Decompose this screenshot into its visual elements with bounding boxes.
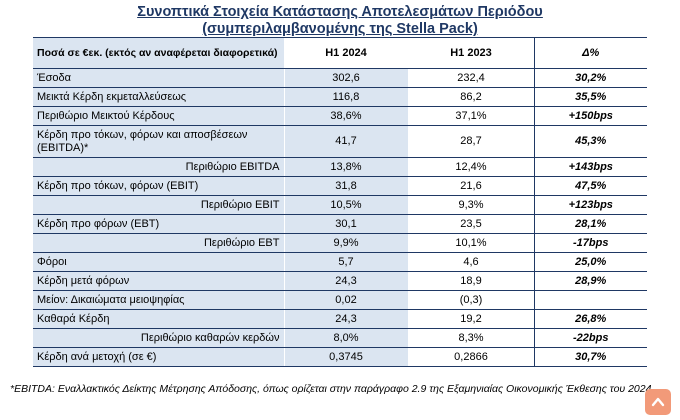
- value-h1-2023: 23,5: [407, 214, 534, 234]
- value-h1-2023: 28,7: [407, 125, 534, 158]
- table-title-line1: Συνοπτικά Στοιχεία Κατάστασης Αποτελεσμά…: [137, 4, 543, 20]
- header-h1-2024: H1 2024: [283, 37, 408, 69]
- value-delta: +123bps: [533, 195, 647, 215]
- row-label: Μεικτά Κέρδη εκμεταλλεύσεως: [33, 87, 284, 107]
- row-label: Περιθώριο Μεικτού Κέρδους: [33, 106, 284, 126]
- row-label: Περιθώριο EBIT: [33, 195, 284, 215]
- row-label: Κέρδη μετά φόρων: [33, 271, 284, 291]
- value-h1-2024: 13,8%: [283, 157, 408, 177]
- value-delta: 45,3%: [533, 125, 647, 158]
- value-h1-2024: 5,7: [283, 252, 408, 272]
- value-h1-2024: 31,8: [283, 176, 408, 196]
- value-delta: 28,1%: [533, 214, 647, 234]
- row-label: Κέρδη ανά μετοχή (σε €): [33, 347, 284, 367]
- value-h1-2023: (0,3): [407, 290, 534, 310]
- value-h1-2023: 10,1%: [407, 233, 534, 253]
- value-delta: 47,5%: [533, 176, 647, 196]
- table-row: Καθαρά Κέρδη 24,3 19,2 26,8%: [33, 309, 647, 329]
- table-row: Περιθώριο Μεικτού Κέρδους 38,6% 37,1% +1…: [33, 106, 647, 126]
- row-label: Κέρδη προ τόκων, φόρων (EBIT): [33, 176, 284, 196]
- value-h1-2023: 21,6: [407, 176, 534, 196]
- table-row: Έσοδα 302,6 232,4 30,2%: [33, 68, 647, 88]
- ebitda-footnote: *EBITDA: Εναλλακτικός Δείκτης Μέτρησης Α…: [10, 383, 652, 395]
- table-row: Περιθώριο καθαρών κερδών 8,0% 8,3% -22bp…: [33, 328, 647, 348]
- value-h1-2023: 232,4: [407, 68, 534, 88]
- value-h1-2024: 302,6: [283, 68, 408, 88]
- row-label: Έσοδα: [33, 68, 284, 88]
- table-row: Κέρδη μετά φόρων 24,3 18,9 28,9%: [33, 271, 647, 291]
- table-title: Συνοπτικά Στοιχεία Κατάστασης Αποτελεσμά…: [0, 4, 680, 38]
- value-h1-2023: 4,6: [407, 252, 534, 272]
- chevron-up-icon: [651, 397, 665, 407]
- value-h1-2023: 9,3%: [407, 195, 534, 215]
- value-h1-2024: 24,3: [283, 309, 408, 329]
- value-h1-2024: 24,3: [283, 271, 408, 291]
- value-h1-2024: 38,6%: [283, 106, 408, 126]
- value-delta: 30,7%: [533, 347, 647, 367]
- value-delta: 25,0%: [533, 252, 647, 272]
- row-label: Κέρδη προ φόρων (EBT): [33, 214, 284, 234]
- value-delta: [533, 290, 647, 310]
- table-row: Κέρδη προ φόρων (EBT) 30,1 23,5 28,1%: [33, 214, 647, 234]
- table-row: Κέρδη ανά μετοχή (σε €) 0,3745 0,2866 30…: [33, 347, 647, 367]
- table-row: Κέρδη προ τόκων, φόρων (EBIT) 31,8 21,6 …: [33, 176, 647, 196]
- value-h1-2024: 9,9%: [283, 233, 408, 253]
- value-h1-2024: 8,0%: [283, 328, 408, 348]
- value-h1-2023: 19,2: [407, 309, 534, 329]
- row-label: Μείον: Δικαιώματα μειοψηφίας: [33, 290, 284, 310]
- header-delta: Δ%: [533, 37, 647, 69]
- value-h1-2024: 10,5%: [283, 195, 408, 215]
- value-h1-2023: 0,2866: [407, 347, 534, 367]
- value-delta: 28,9%: [533, 271, 647, 291]
- value-h1-2024: 0,02: [283, 290, 408, 310]
- header-h1-2023: H1 2023: [407, 37, 534, 69]
- row-label: Περιθώριο EBT: [33, 233, 284, 253]
- value-h1-2024: 0,3745: [283, 347, 408, 367]
- table-row: Μεικτά Κέρδη εκμεταλλεύσεως 116,8 86,2 3…: [33, 87, 647, 107]
- table-row: Περιθώριο EBITDA 13,8% 12,4% +143bps: [33, 157, 647, 177]
- value-h1-2023: 18,9: [407, 271, 534, 291]
- row-label: Περιθώριο EBITDA: [33, 157, 284, 177]
- value-delta: -22bps: [533, 328, 647, 348]
- value-delta: 30,2%: [533, 68, 647, 88]
- table-row: Περιθώριο EBIT 10,5% 9,3% +123bps: [33, 195, 647, 215]
- value-h1-2023: 37,1%: [407, 106, 534, 126]
- table-header-row: Ποσά σε €εκ. (εκτός αν αναφέρεται διαφορ…: [33, 37, 647, 69]
- row-label: Καθαρά Κέρδη: [33, 309, 284, 329]
- value-delta: +143bps: [533, 157, 647, 177]
- value-delta: -17bps: [533, 233, 647, 253]
- financial-summary-table: Ποσά σε €εκ. (εκτός αν αναφέρεται διαφορ…: [33, 37, 647, 367]
- value-h1-2023: 86,2: [407, 87, 534, 107]
- value-h1-2023: 8,3%: [407, 328, 534, 348]
- table-row: Περιθώριο EBT 9,9% 10,1% -17bps: [33, 233, 647, 253]
- table-row: Μείον: Δικαιώματα μειοψηφίας 0,02 (0,3): [33, 290, 647, 310]
- value-h1-2024: 41,7: [283, 125, 408, 158]
- row-label: Φόροι: [33, 252, 284, 272]
- value-delta: +150bps: [533, 106, 647, 126]
- table-row: Φόροι 5,7 4,6 25,0%: [33, 252, 647, 272]
- row-label: Κέρδη προ τόκων, φόρων και αποσβέσεων (E…: [33, 125, 284, 158]
- value-h1-2023: 12,4%: [407, 157, 534, 177]
- scroll-to-top-button[interactable]: [645, 389, 671, 415]
- table-title-line2: (συμπεριλαμβανομένης της Stella Pack): [202, 21, 478, 37]
- table-row: Κέρδη προ τόκων, φόρων και αποσβέσεων (E…: [33, 125, 647, 158]
- value-delta: 35,5%: [533, 87, 647, 107]
- header-amounts-note: Ποσά σε €εκ. (εκτός αν αναφέρεται διαφορ…: [33, 37, 284, 69]
- value-delta: 26,8%: [533, 309, 647, 329]
- row-label: Περιθώριο καθαρών κερδών: [33, 328, 284, 348]
- value-h1-2024: 116,8: [283, 87, 408, 107]
- value-h1-2024: 30,1: [283, 214, 408, 234]
